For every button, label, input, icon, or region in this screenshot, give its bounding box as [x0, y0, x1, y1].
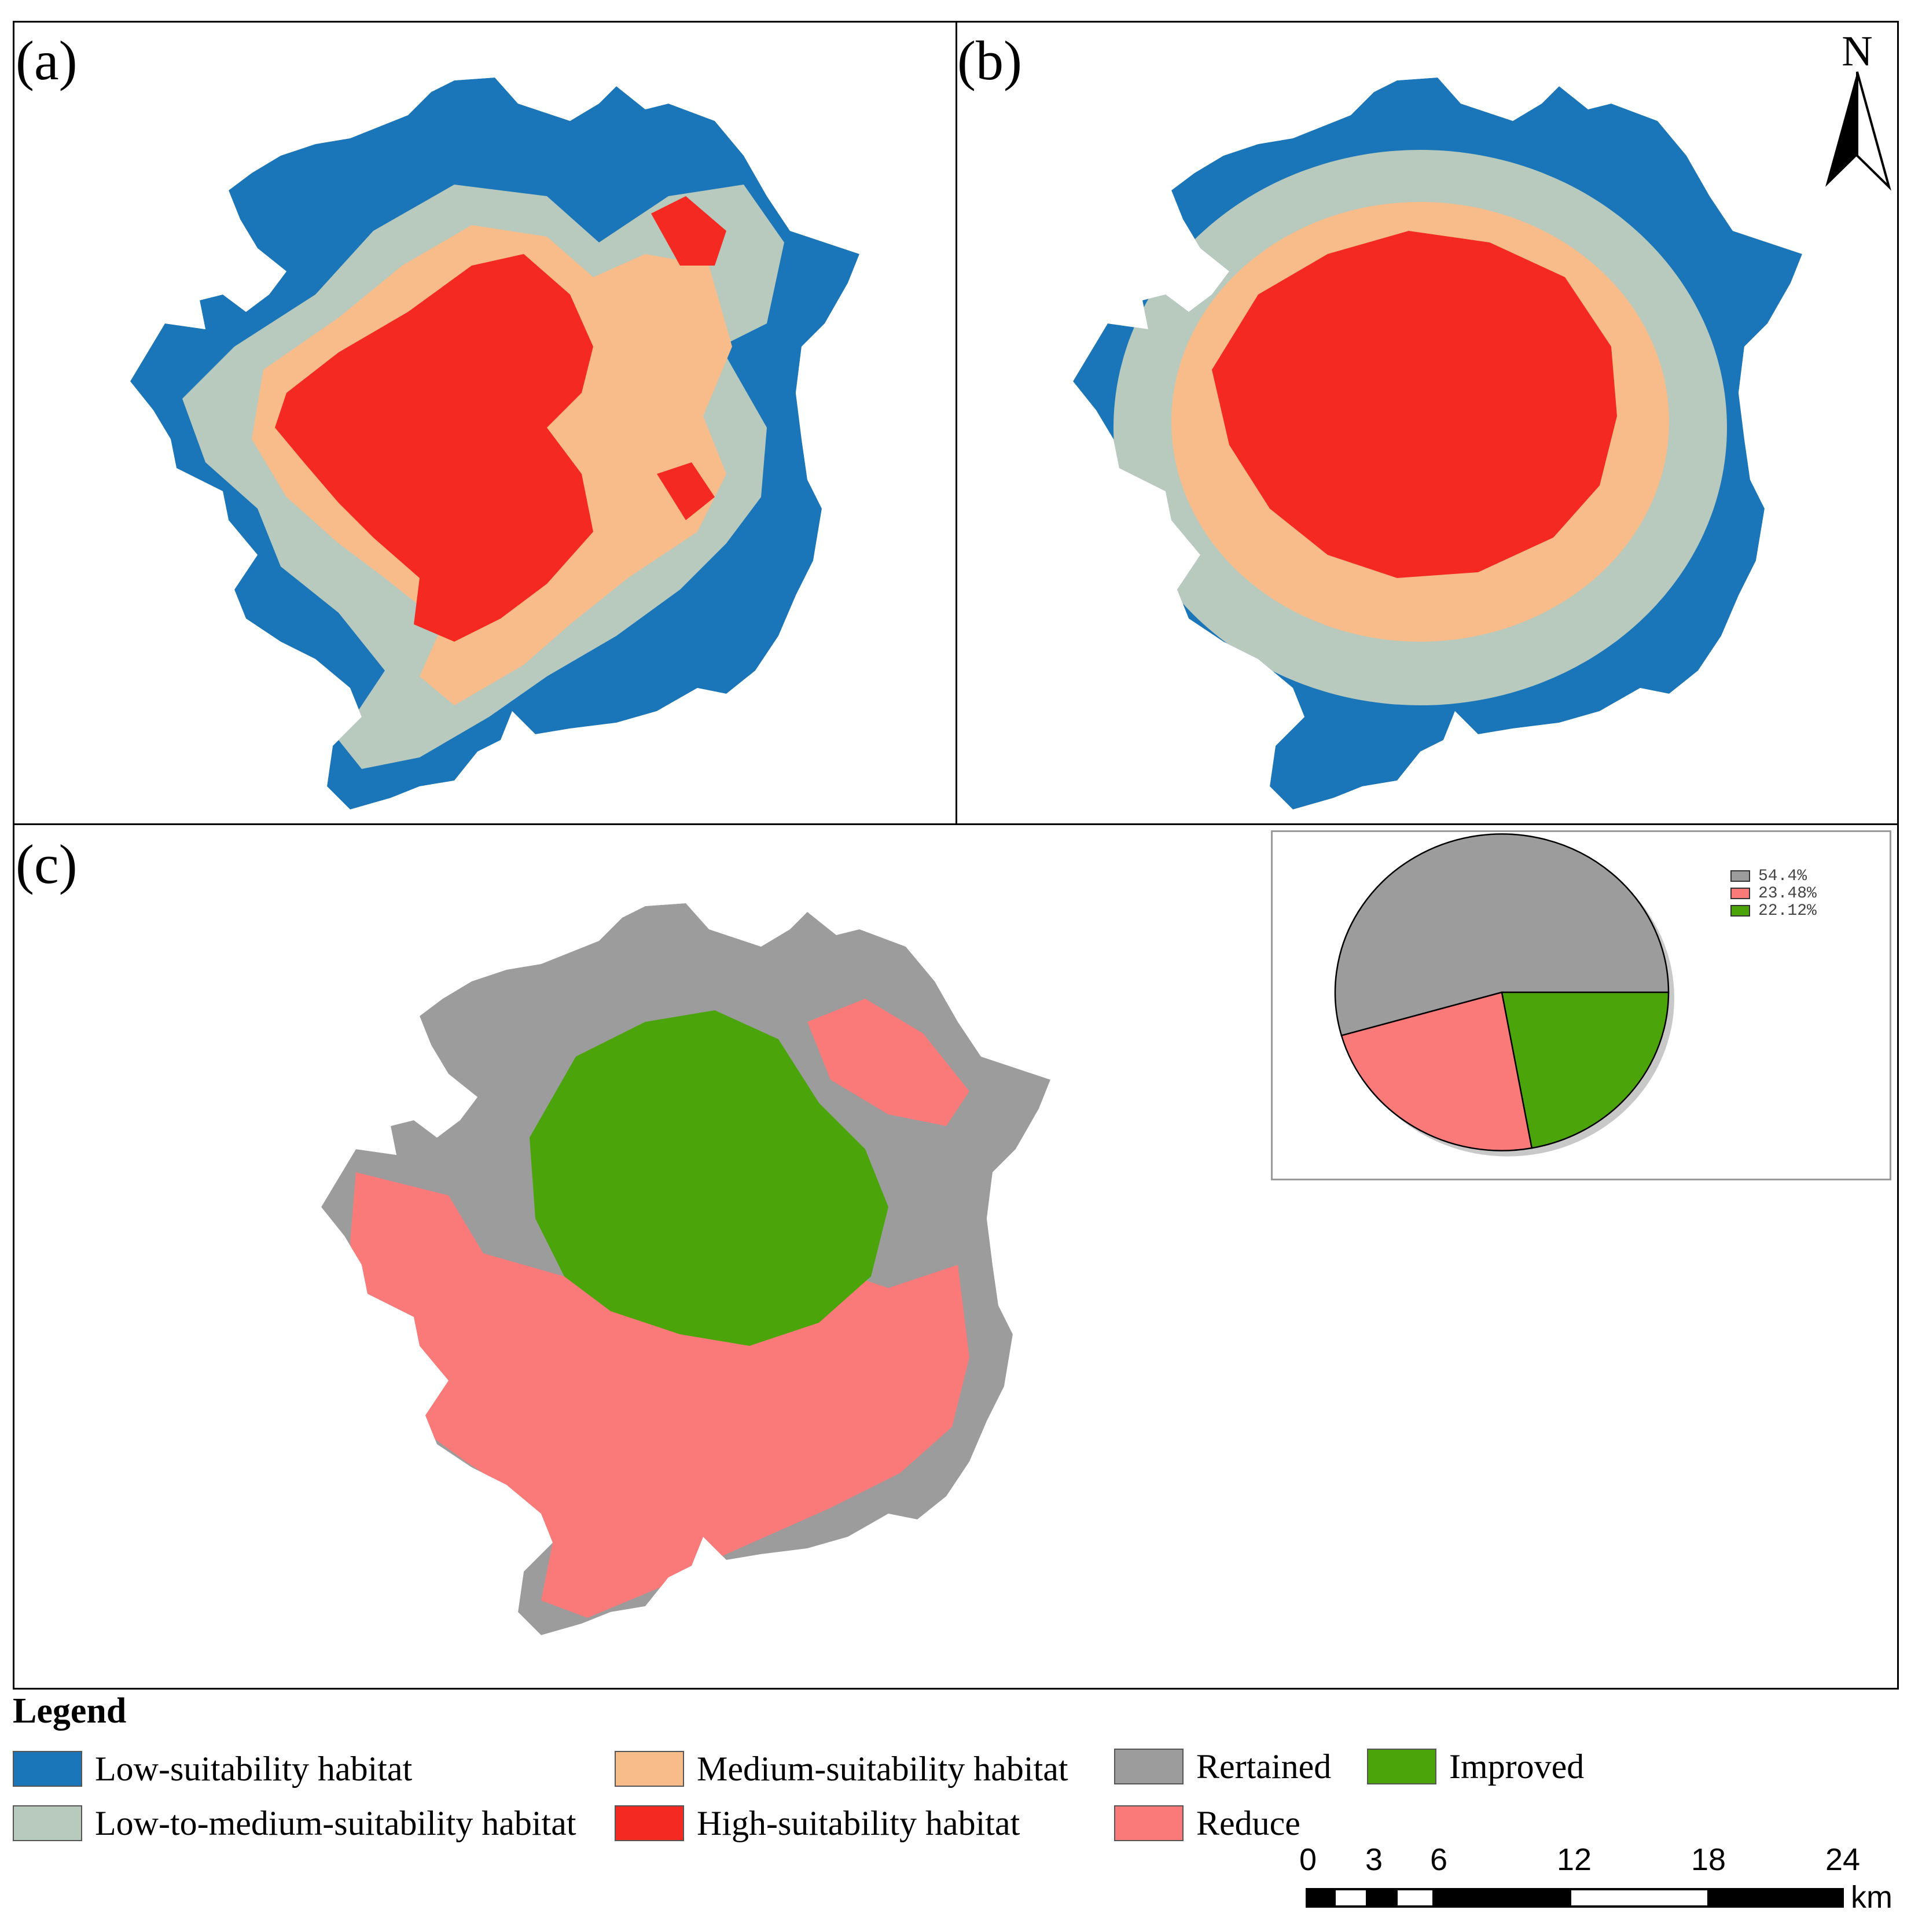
- legend-item-retained: Rertained: [1114, 1746, 1331, 1787]
- pie-legend-item-3: 22.12%: [1730, 901, 1817, 920]
- legend-label-low-medium: Low-to-medium-suitability habitat: [95, 1804, 576, 1842]
- legend-item-low: Low-suitability habitat: [13, 1749, 412, 1789]
- high-suitability-area-a: [275, 254, 593, 642]
- pie-slice-improved: [1501, 991, 1670, 1149]
- scale-unit: km: [1851, 1880, 1892, 1915]
- legend-item-medium: Medium-suitability habitat: [615, 1749, 1068, 1789]
- legend-label-medium: Medium-suitability habitat: [697, 1749, 1068, 1788]
- legend-item-improved: Improved: [1367, 1746, 1584, 1787]
- map-b: N: [1073, 28, 1891, 809]
- legend-swatch-retained: [1114, 1749, 1184, 1784]
- legend-label-low: Low-suitability habitat: [95, 1749, 413, 1788]
- scale-seg-2: [1366, 1889, 1398, 1907]
- scale-seg-4: [1707, 1889, 1843, 1907]
- pie-slice-rertained: [1334, 833, 1670, 1037]
- legend-item-high: High-suitability habitat: [615, 1803, 1020, 1843]
- map-a: [130, 78, 859, 809]
- legend-item-low-medium: Low-to-medium-suitability habitat: [13, 1803, 576, 1843]
- pie-legend-label-3: 22.12%: [1758, 901, 1817, 920]
- pie-legend-label-2: 23.48%: [1758, 884, 1817, 903]
- legend-swatch-improved: [1367, 1749, 1436, 1784]
- pie-legend-swatch-3: [1730, 905, 1750, 917]
- high-suitability-area-b: [1212, 231, 1617, 578]
- pie-legend-swatch-2: [1730, 888, 1750, 899]
- panel-a: (a): [13, 21, 957, 825]
- north-arrow-right-half: [1856, 71, 1891, 191]
- pie-legend-swatch-1: [1730, 870, 1750, 882]
- legend-swatch-reduce: [1114, 1805, 1184, 1841]
- scale-seg-3: [1432, 1889, 1571, 1907]
- legend-label-retained: Rertained: [1196, 1747, 1332, 1786]
- habitat-map-a: [130, 78, 859, 809]
- legend-label-high: High-suitability habitat: [697, 1804, 1020, 1842]
- scale-tick-0: 0: [1299, 1842, 1317, 1877]
- improved-area: [530, 1010, 888, 1346]
- legend-label-reduce: Reduce: [1196, 1804, 1300, 1842]
- pie-legend-item-1: 54.4%: [1730, 867, 1807, 885]
- north-arrow: N: [1825, 28, 1891, 191]
- map-c: [321, 903, 1050, 1635]
- scale-tick-4: 18: [1690, 1842, 1726, 1877]
- legend-swatch-low-medium: [13, 1805, 82, 1841]
- legend-swatch-medium: [615, 1751, 684, 1787]
- scale-tick-5: 24: [1825, 1842, 1861, 1877]
- high-suitability-patch-a: [651, 196, 726, 266]
- north-arrow-label: N: [1842, 28, 1872, 75]
- pie-chart: [1334, 833, 1674, 1157]
- north-arrow-left-half: [1825, 72, 1857, 187]
- scale-seg-1: [1307, 1889, 1336, 1907]
- scale-tick-3: 12: [1556, 1842, 1592, 1877]
- scale-bar: [1306, 1888, 1844, 1908]
- legend-swatch-low: [13, 1751, 82, 1787]
- scale-tick-2: 6: [1429, 1842, 1448, 1877]
- panel-b-label: (b): [957, 30, 1022, 91]
- panel-b: (b) N: [956, 21, 1899, 825]
- habitat-map-b: [1073, 78, 1802, 809]
- change-map-c: [321, 903, 1050, 1635]
- scale-tick-1: 3: [1365, 1842, 1383, 1877]
- legend-item-reduce: Reduce: [1114, 1803, 1300, 1843]
- panel-c-label: (c): [16, 833, 78, 895]
- legend-title: Legend: [13, 1691, 127, 1731]
- legend-swatch-high: [615, 1805, 684, 1841]
- pie-slice-reduce: [1340, 991, 1533, 1151]
- legend-label-improved: Improved: [1449, 1747, 1585, 1786]
- pie-legend-label-1: 54.4%: [1758, 867, 1807, 885]
- pie-slices: [1334, 833, 1670, 1151]
- high-suitability-patch-a2: [657, 462, 715, 520]
- pie-legend-item-2: 23.48%: [1730, 884, 1817, 903]
- reduce-area-north: [807, 999, 969, 1126]
- panel-a-label: (a): [16, 30, 78, 91]
